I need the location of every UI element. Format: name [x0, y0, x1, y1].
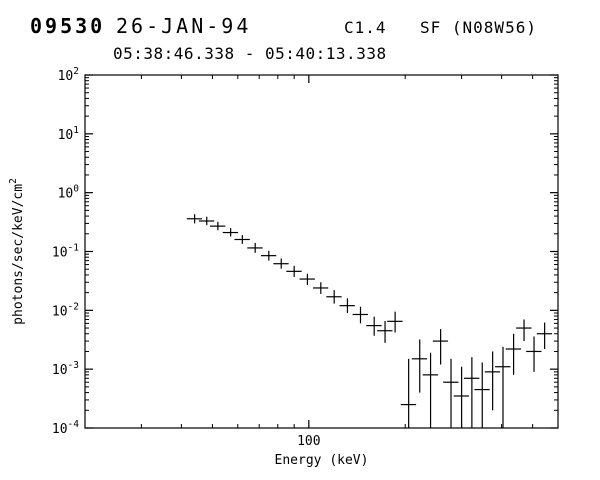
data-point — [516, 319, 532, 342]
data-point — [464, 357, 480, 428]
time-range: 05:38:46.338 - 05:40:13.338 — [113, 44, 387, 63]
data-point — [422, 352, 439, 428]
data-point — [286, 265, 302, 277]
data-point — [186, 214, 203, 224]
data-point — [443, 358, 459, 428]
svg-text:10-2: 10-2 — [52, 301, 79, 319]
data-point — [210, 221, 226, 231]
data-point — [526, 336, 542, 372]
data-point — [505, 333, 522, 375]
svg-text:100: 100 — [58, 184, 80, 202]
svg-text:10-1: 10-1 — [52, 243, 79, 261]
axis-titles: Energy (keV) photons/sec/keV/cm2 — [8, 178, 368, 468]
svg-text:102: 102 — [58, 66, 79, 84]
data-point — [352, 306, 368, 324]
data-point — [474, 362, 490, 428]
data-point — [453, 366, 470, 428]
x-tick-labels: 100 — [297, 434, 320, 449]
data-point — [234, 235, 250, 244]
data-point — [495, 346, 511, 428]
data-point — [326, 290, 342, 304]
axis-ticks — [84, 74, 559, 429]
data-point — [299, 273, 315, 285]
data-point — [273, 258, 289, 269]
data-point — [400, 358, 417, 428]
y-axis-label: photons/sec/keV/cm2 — [8, 178, 26, 325]
data-points — [186, 214, 553, 428]
x-axis-label: Energy (keV) — [275, 453, 369, 468]
flare-id: 09530 — [30, 14, 106, 38]
data-point — [247, 242, 263, 253]
data-point — [411, 339, 428, 393]
axes-box — [84, 74, 559, 429]
data-point — [198, 216, 215, 226]
data-point — [387, 311, 403, 333]
svg-text:100: 100 — [297, 434, 320, 449]
flare-date: 26-JAN-94 — [116, 14, 252, 38]
data-point — [536, 322, 553, 350]
data-point — [432, 329, 449, 365]
data-point — [377, 320, 393, 343]
data-point — [366, 316, 382, 336]
svg-text:10-3: 10-3 — [52, 360, 79, 378]
data-point — [312, 282, 329, 294]
goes-class: C1.4 — [344, 18, 387, 37]
y-tick-labels: 102 101 100 10-1 10-2 10-3 10-4 — [52, 66, 79, 437]
data-point — [260, 250, 277, 261]
svg-text:101: 101 — [58, 125, 80, 143]
svg-text:10-4: 10-4 — [52, 419, 79, 437]
data-point — [222, 228, 239, 237]
data-point — [339, 298, 355, 314]
data-point — [484, 351, 501, 411]
flare-type-location: SF (N08W56) — [420, 18, 537, 37]
